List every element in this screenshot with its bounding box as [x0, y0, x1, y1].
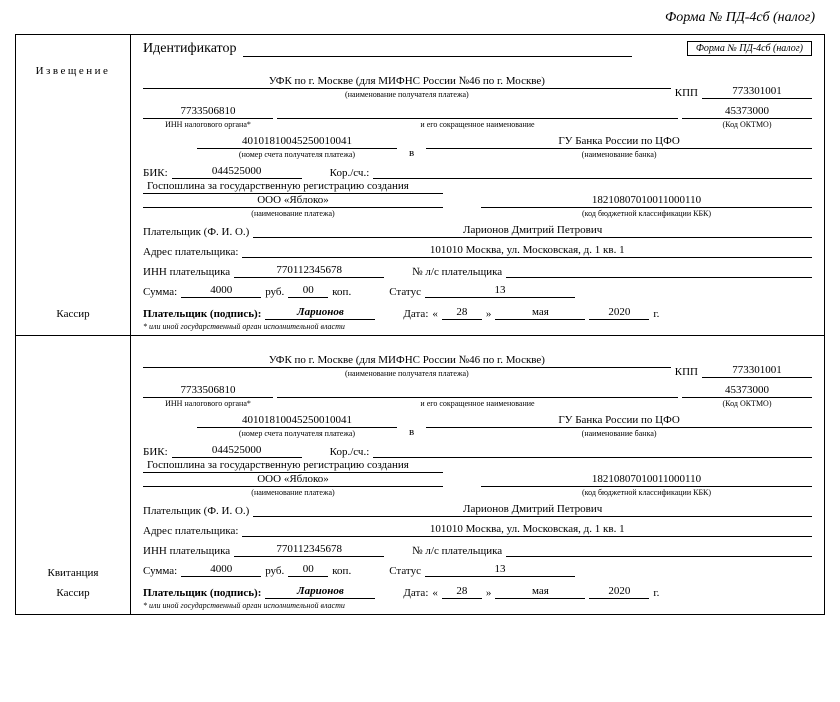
payment-desc-1: Госпошлина за государственную регистраци…	[143, 180, 443, 194]
form-header: Форма № ПД-4сб (налог)	[15, 10, 825, 26]
sign-value: Ларионов	[265, 306, 375, 320]
bik-value-2: 044525000	[172, 444, 302, 458]
kpp-label: КПП	[675, 87, 698, 99]
right-column-1: Форма № ПД-4сб (налог) Идентификатор УФК…	[131, 35, 824, 335]
identifier-line	[243, 41, 633, 57]
recipient-value: УФК по г. Москве (для МИФНС России №46 п…	[143, 75, 671, 89]
form-container: Извещение Кассир Форма № ПД-4сб (налог) …	[15, 34, 825, 615]
status-value: 13	[425, 284, 575, 298]
rub-label: руб.	[265, 286, 284, 298]
q2: »	[486, 308, 492, 320]
section-notification: Извещение Кассир Форма № ПД-4сб (налог) …	[16, 35, 824, 335]
recipient-value-2: УФК по г. Москве (для МИФНС России №46 п…	[143, 354, 671, 368]
v-label: в	[409, 147, 414, 159]
footnote-1: * или иной государственный орган исполни…	[143, 322, 812, 331]
kbk-value: 18210807010011000110	[481, 194, 812, 208]
inn-org-value: 7733506810	[143, 105, 273, 119]
date-month: мая	[495, 306, 585, 320]
sum-kop-2: 00	[288, 563, 328, 577]
korsch-value	[373, 166, 812, 179]
bank-value-2: ГУ Банка России по ЦФО	[426, 414, 812, 428]
sign-value-2: Ларионов	[265, 585, 375, 599]
bik-value: 044525000	[172, 165, 302, 179]
q1: «	[432, 308, 438, 320]
left-column-notification: Извещение Кассир	[16, 35, 131, 335]
oktmo-value: 45373000	[682, 105, 812, 119]
date-year: 2020	[589, 306, 649, 320]
status-label: Статус	[389, 286, 421, 298]
sum-label: Сумма:	[143, 286, 177, 298]
korsch-label: Кор./сч.:	[330, 167, 370, 179]
form-tag-box: Форма № ПД-4сб (налог)	[687, 41, 812, 56]
payment-desc-2b: ООО «Яблоко»	[143, 473, 443, 487]
ls-label: № л/с плательщика	[412, 266, 502, 278]
payment-sub: (наименование платежа)	[143, 209, 443, 218]
date-label: Дата:	[403, 308, 428, 320]
identifier-label: Идентификатор	[143, 41, 237, 57]
payment-desc-1b: Госпошлина за государственную регистраци…	[143, 459, 443, 473]
right-column-2: УФК по г. Москве (для МИФНС России №46 п…	[131, 336, 824, 614]
oktmo-value-2: 45373000	[682, 384, 812, 398]
payer-fio-value-2: Ларионов Дмитрий Петрович	[253, 503, 812, 517]
payer-inn-label: ИНН плательщика	[143, 266, 230, 278]
sum-kop: 00	[288, 284, 328, 298]
label-izveshchenie: Извещение	[22, 65, 124, 77]
kbk-value-2: 18210807010011000110	[481, 473, 812, 487]
inn-org-value-2: 7733506810	[143, 384, 273, 398]
label-kassir-1: Кассир	[22, 308, 124, 320]
account-value-2: 40101810045250010041	[197, 414, 397, 428]
payer-inn-value: 770112345678	[234, 264, 384, 278]
date-day-2: 28	[442, 585, 482, 599]
section-receipt: Квитанция Кассир УФК по г. Москве (для М…	[16, 335, 824, 614]
account-sub: (номер счета получателя платежа)	[197, 150, 397, 159]
abbrev-line	[277, 106, 678, 119]
payer-addr-value-2: 101010 Москва, ул. Московская, д. 1 кв. …	[242, 523, 812, 537]
kpp-value-2: 773301001	[702, 364, 812, 378]
left-column-receipt: Квитанция Кассир	[16, 336, 131, 614]
oktmo-sub: (Код ОКТMO)	[682, 120, 812, 129]
kbk-sub: (код бюджетной классификации КБК)	[481, 209, 812, 218]
inn-org-sub: ИНН налогового органа*	[143, 120, 273, 129]
payer-fio-value: Ларионов Дмитрий Петрович	[253, 224, 812, 238]
year-g: г.	[653, 308, 659, 320]
bank-value: ГУ Банка России по ЦФО	[426, 135, 812, 149]
abbrev-sub: и его сокращенное наименование	[277, 120, 678, 129]
label-kvitantsiya: Квитанция	[22, 567, 124, 579]
status-value-2: 13	[425, 563, 575, 577]
payer-addr-value: 101010 Москва, ул. Московская, д. 1 кв. …	[242, 244, 812, 258]
kpp-value: 773301001	[702, 85, 812, 99]
bik-label: БИК:	[143, 167, 168, 179]
date-year-2: 2020	[589, 585, 649, 599]
sign-label: Плательщик (подпись):	[143, 308, 261, 320]
ls-value	[506, 265, 812, 278]
account-value: 40101810045250010041	[197, 135, 397, 149]
footnote-2: * или иной государственный орган исполни…	[143, 601, 812, 610]
payer-fio-label: Плательщик (Ф. И. О.)	[143, 226, 249, 238]
payer-inn-value-2: 770112345678	[234, 543, 384, 557]
label-kassir-2: Кассир	[22, 587, 124, 599]
payment-desc-2: ООО «Яблоко»	[143, 194, 443, 208]
date-month-2: мая	[495, 585, 585, 599]
date-day: 28	[442, 306, 482, 320]
kop-label: коп.	[332, 286, 351, 298]
bank-sub: (наименование банка)	[426, 150, 812, 159]
payer-addr-label: Адрес плательщика:	[143, 246, 238, 258]
recipient-sub: (наименование получателя платежа)	[143, 90, 671, 99]
sum-rub-2: 4000	[181, 563, 261, 577]
sum-rub: 4000	[181, 284, 261, 298]
